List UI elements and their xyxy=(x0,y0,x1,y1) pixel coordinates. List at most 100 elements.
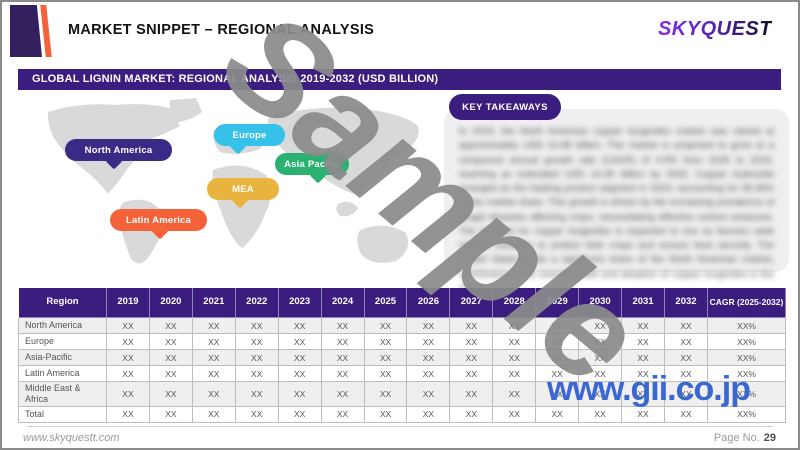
table-cell: XX xyxy=(406,333,451,350)
table-header-cell: 2029 xyxy=(535,287,580,318)
table-cell: XX xyxy=(406,381,451,407)
table-cell: XX xyxy=(363,405,408,423)
table-cell: XX xyxy=(621,349,665,366)
table-cell: XX xyxy=(663,381,709,407)
key-takeaways-badge: KEY TAKEAWAYS xyxy=(449,94,561,120)
table-cell: XX xyxy=(535,405,580,423)
table-cell-cagr: XX% xyxy=(707,317,786,334)
map-marker-mea: MEA xyxy=(207,178,279,209)
table-cell: XX xyxy=(320,317,365,334)
table-cell: XX xyxy=(320,349,365,366)
table-header-cell: 2032 xyxy=(663,287,709,318)
table-cell: XX xyxy=(277,381,322,407)
table-cell-region: Europe xyxy=(18,333,107,350)
table-cell: XX xyxy=(492,333,537,350)
table-cell: XX xyxy=(191,381,236,407)
table-cell: XX xyxy=(106,333,150,350)
table-cell-region: Latin America xyxy=(18,365,107,382)
table-cell-region: Middle East & Africa xyxy=(18,381,107,407)
table-cell: XX xyxy=(148,333,193,350)
table-cell: XX xyxy=(663,365,709,382)
table-cell: XX xyxy=(621,333,665,350)
table-cell: XX xyxy=(449,317,494,334)
table-header-cell: 2026 xyxy=(406,287,451,318)
table-cell: XX xyxy=(492,405,537,423)
map-marker-latin-america: Latin America xyxy=(110,209,207,240)
table-cell: XX xyxy=(406,365,451,382)
table-row: Latin America XX XX XX XX XX XX XX XX XX XX XX XX XX X… xyxy=(18,365,786,382)
footer-divider xyxy=(27,426,773,427)
table-cell: XX xyxy=(621,317,665,334)
table-cell: XX xyxy=(449,333,494,350)
table-cell-cagr: XX% xyxy=(707,381,786,407)
table-row: Asia-Pacific XX XX XX XX XX XX XX XX XX XX XX XX XX XX… xyxy=(18,349,786,366)
table-cell: XX xyxy=(320,405,365,423)
table-header-cell: 2025 xyxy=(363,287,408,318)
table-cell: XX xyxy=(148,381,193,407)
table-cell: XX xyxy=(663,317,709,334)
table-cell-region: North America xyxy=(18,317,107,334)
table-cell: XX xyxy=(234,317,279,334)
table-cell: XX xyxy=(191,365,236,382)
table-header-cell: 2024 xyxy=(320,287,365,318)
corner-decoration-purple xyxy=(10,5,42,57)
footer-page-number: Page No. 29 xyxy=(714,432,776,444)
table-cell: XX xyxy=(663,405,709,423)
table-cell-cagr: XX% xyxy=(707,365,786,382)
table-header-cell: 2030 xyxy=(578,287,623,318)
table-cell: XX xyxy=(191,349,236,366)
page-label: Page No. xyxy=(713,432,760,444)
regional-data-table: Region 2019 2020 2021 2022 2023 2024 2025 2026 20… xyxy=(18,287,786,423)
page-title: MARKET SNIPPET – REGIONAL ANALYSIS xyxy=(68,22,375,38)
table-cell: XX xyxy=(277,333,322,350)
table-header-cell: CAGR (2025-2032) xyxy=(707,287,786,318)
map-marker-north-america: North America xyxy=(65,139,172,170)
table-header-cell: 2019 xyxy=(106,287,150,318)
table-cell: XX xyxy=(406,405,451,423)
table-cell: XX xyxy=(449,405,494,423)
corner-decoration-orange xyxy=(40,5,52,57)
table-cell: XX xyxy=(363,333,408,350)
table-cell: XX xyxy=(234,333,279,350)
table-cell: XX xyxy=(320,381,365,407)
table-row: Europe XX XX XX XX XX XX XX XX XX XX XX XX XX XX XX% xyxy=(18,333,786,350)
map-marker-label: Latin America xyxy=(125,214,192,226)
table-cell: XX xyxy=(191,405,236,423)
map-marker-label: Asia Pacific xyxy=(284,158,340,170)
table-header-cell: 2031 xyxy=(621,287,665,318)
table-body: North America XX XX XX XX XX XX XX XX XX XX XX XX XX X… xyxy=(18,317,786,423)
table-cell: XX xyxy=(406,317,451,334)
footer-website-link[interactable]: www.skyquestt.com xyxy=(23,432,120,444)
table-cell: XX xyxy=(363,317,408,334)
table-cell: XX xyxy=(277,349,322,366)
table-cell: XX xyxy=(535,333,580,350)
table-cell-cagr: XX% xyxy=(707,333,786,350)
table-cell: XX xyxy=(106,381,150,407)
table-cell: XX xyxy=(449,381,494,407)
table-cell: XX xyxy=(277,405,322,423)
table-cell: XX xyxy=(621,381,665,407)
table-header-cell: Region xyxy=(18,287,107,318)
key-takeaways-box: In 2024, the North American copper fungi… xyxy=(444,109,789,294)
table-cell: XX xyxy=(148,317,193,334)
table-header: Region 2019 2020 2021 2022 2023 2024 2025 2026 20… xyxy=(18,287,786,318)
table-cell: XX xyxy=(363,365,408,382)
table-header-cell: 2023 xyxy=(277,287,322,318)
table-cell: XX xyxy=(535,365,580,382)
table-cell: XX xyxy=(578,381,623,407)
table-cell: XX xyxy=(320,365,365,382)
table-cell: XX xyxy=(535,349,580,366)
map-marker-label: North America xyxy=(84,144,153,156)
gii-watermark-link[interactable]: www.gii.co.jp xyxy=(547,370,751,408)
table-header-cell: 2021 xyxy=(191,287,236,318)
table-header-cell: 2028 xyxy=(492,287,537,318)
table-cell: XX xyxy=(106,349,150,366)
table-header-cell: 2022 xyxy=(234,287,279,318)
skyquest-logo: SKYQUEST xyxy=(658,2,772,56)
table-cell: XX xyxy=(191,317,236,334)
table-cell: XX xyxy=(191,333,236,350)
table-cell: XX xyxy=(234,365,279,382)
table-cell: XX xyxy=(492,317,537,334)
section-banner: GLOBAL LIGNIN MARKET: REGIONAL ANALYSIS … xyxy=(18,69,781,90)
